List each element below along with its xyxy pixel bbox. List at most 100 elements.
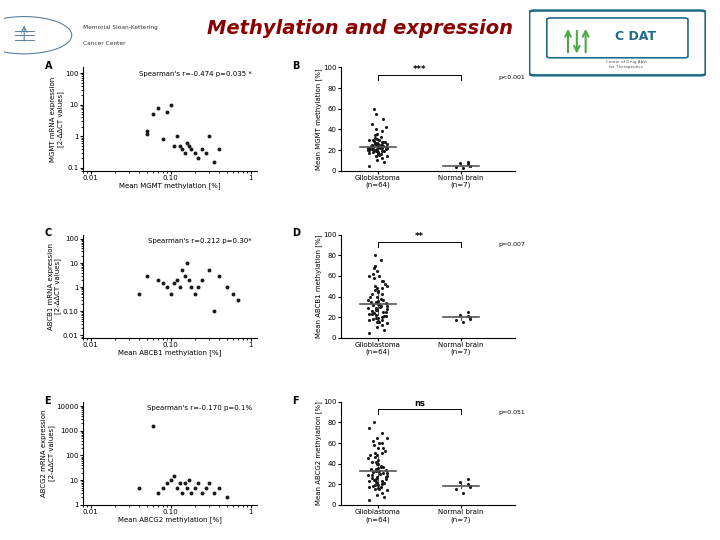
Point	[372, 140, 383, 149]
Point	[375, 256, 387, 265]
Point	[462, 308, 474, 316]
Text: p<0.001: p<0.001	[498, 75, 525, 80]
Point	[464, 482, 475, 491]
Point	[377, 321, 388, 330]
Point	[377, 141, 389, 150]
Point	[371, 152, 382, 160]
Point	[184, 476, 195, 484]
Point	[380, 308, 392, 316]
Point	[371, 490, 382, 499]
Point	[366, 143, 378, 151]
Point	[203, 132, 215, 140]
Point	[462, 475, 474, 483]
Point	[368, 437, 379, 445]
Point	[171, 275, 183, 284]
Point	[184, 141, 195, 150]
Point	[371, 323, 382, 332]
Point	[374, 302, 386, 311]
Point	[377, 488, 388, 497]
Point	[462, 480, 474, 489]
Text: Center of Drug Abst
for Therapeutics: Center of Drug Abst for Therapeutics	[606, 60, 647, 69]
Point	[165, 290, 176, 299]
Point	[157, 483, 168, 492]
Point	[372, 292, 383, 301]
Point	[368, 148, 379, 157]
Point	[372, 145, 383, 153]
Point	[380, 123, 392, 132]
Point	[364, 495, 375, 504]
Point	[176, 489, 188, 497]
Point	[379, 447, 390, 456]
Point	[373, 460, 384, 468]
Point	[376, 461, 387, 470]
Point	[369, 441, 380, 449]
Point	[377, 308, 389, 316]
Point	[364, 292, 376, 301]
Point	[369, 453, 381, 462]
Point	[369, 282, 381, 291]
Point	[375, 132, 387, 141]
Point	[464, 161, 475, 170]
Text: D: D	[292, 228, 300, 239]
Point	[372, 134, 383, 143]
Text: C DAT: C DAT	[615, 30, 655, 43]
Point	[373, 299, 384, 308]
Point	[377, 144, 388, 152]
Point	[376, 313, 387, 321]
Point	[369, 481, 381, 490]
Point	[381, 144, 392, 152]
Point	[376, 147, 387, 156]
Point	[140, 126, 152, 135]
Point	[197, 275, 208, 284]
Point	[181, 483, 193, 492]
Point	[371, 306, 382, 314]
Point	[369, 485, 381, 494]
Text: Methylation and expression: Methylation and expression	[207, 19, 513, 38]
Point	[369, 251, 381, 260]
Point	[370, 310, 382, 319]
Point	[372, 306, 383, 314]
Point	[174, 478, 186, 487]
Point	[454, 478, 466, 487]
Point	[381, 144, 392, 152]
Point	[450, 316, 462, 325]
Point	[179, 271, 191, 280]
Point	[365, 464, 377, 473]
Point	[372, 317, 384, 326]
Point	[374, 144, 386, 152]
Point	[457, 488, 469, 497]
Point	[372, 288, 384, 296]
Point	[376, 438, 387, 447]
Point	[457, 318, 469, 327]
Point	[181, 259, 193, 267]
Point	[368, 269, 379, 278]
Point	[379, 138, 390, 146]
Point	[157, 135, 168, 144]
Point	[371, 303, 382, 312]
Y-axis label: MGMT mRNA expression
[2-ΔΔCT values]: MGMT mRNA expression [2-ΔΔCT values]	[50, 77, 64, 161]
Point	[454, 310, 466, 319]
Point	[373, 296, 384, 305]
Point	[174, 283, 186, 292]
Point	[462, 312, 474, 320]
Point	[376, 140, 387, 149]
Point	[378, 479, 390, 488]
Point	[369, 139, 381, 148]
Point	[373, 151, 384, 159]
Point	[374, 136, 385, 144]
Point	[380, 145, 392, 153]
Point	[377, 276, 389, 285]
Point	[233, 295, 244, 304]
Point	[381, 301, 392, 310]
FancyBboxPatch shape	[547, 18, 688, 58]
Point	[371, 147, 382, 156]
Point	[140, 271, 152, 280]
Point	[366, 471, 377, 480]
Point	[364, 328, 375, 337]
Point	[372, 284, 383, 293]
Point	[213, 271, 225, 280]
Point	[366, 468, 378, 476]
Point	[371, 475, 382, 483]
Point	[377, 295, 389, 304]
Point	[372, 138, 383, 147]
